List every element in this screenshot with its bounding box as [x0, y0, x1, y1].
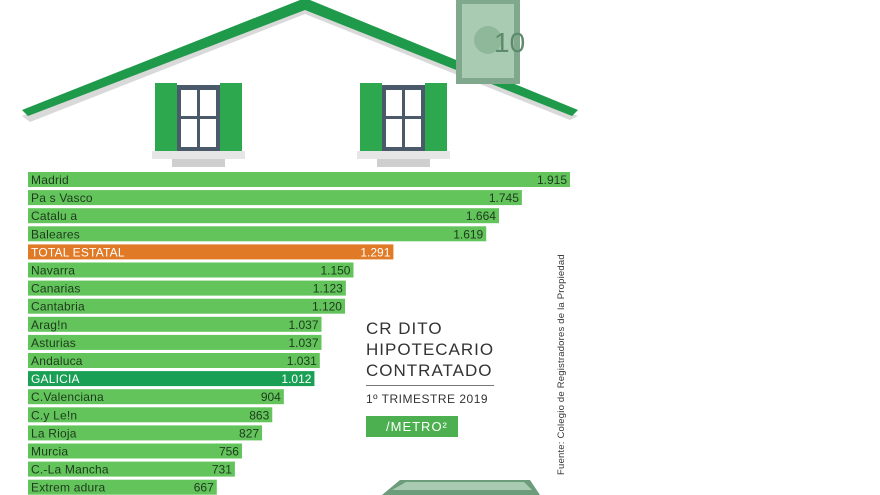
bar-5: [28, 262, 354, 278]
bar-17: [28, 479, 217, 495]
bar-12: [28, 389, 284, 405]
bar-value-6: 1.123: [313, 282, 343, 296]
bar-9: [28, 334, 322, 350]
window-left: [152, 83, 245, 167]
bar-label-5: Navarra: [31, 264, 75, 278]
bar-value-16: 731: [212, 463, 232, 477]
bar-value-8: 1.037: [288, 318, 318, 332]
banknote-stack-icon: [382, 480, 540, 495]
bar-value-10: 1.031: [287, 354, 317, 368]
bar-8: [28, 316, 322, 332]
bar-value-5: 1.150: [320, 264, 350, 278]
bar-label-9: Asturias: [31, 336, 76, 350]
bar-7: [28, 298, 345, 314]
bar-label-4: TOTAL ESTATAL: [31, 245, 125, 259]
bar-label-1: Pa s Vasco: [31, 191, 93, 205]
bar-10: [28, 353, 320, 368]
window-right: [357, 83, 450, 167]
bar-14: [28, 425, 263, 441]
bar-13: [28, 407, 273, 423]
bar-15: [28, 443, 242, 459]
bar-label-10: Andaluca: [31, 354, 83, 368]
bar-value-15: 756: [219, 445, 239, 459]
bar-label-11: GALICIA: [31, 372, 80, 386]
bar-value-13: 863: [249, 408, 269, 422]
legend-subtitle: 1º TRIMESTRE 2019: [366, 392, 489, 406]
bar-label-16: C.-La Mancha: [31, 463, 109, 477]
bar-4: [28, 244, 394, 260]
bar-1: [28, 190, 522, 206]
legend-box: CR DITO HIPOTECARIO CONTRATADO 1º TRIMES…: [366, 318, 502, 437]
bar-value-2: 1.664: [466, 209, 496, 223]
bar-label-17: Extrem adura: [31, 481, 106, 495]
bar-value-1: 1.745: [489, 191, 519, 205]
bar-value-0: 1.915: [537, 173, 567, 187]
bar-11: [28, 371, 315, 387]
bar-value-12: 904: [261, 390, 281, 404]
bar-6: [28, 280, 346, 296]
bar-3: [28, 226, 487, 242]
svg-text:10: 10: [494, 27, 525, 58]
legend-title: CR DITO HIPOTECARIO CONTRATADO: [366, 318, 494, 386]
bar-label-14: La Rioja: [31, 426, 77, 440]
bar-value-4: 1.291: [360, 245, 390, 259]
bar-label-6: Canarias: [31, 282, 81, 296]
bar-label-15: Murcia: [31, 445, 68, 459]
bar-label-7: Cantabria: [31, 300, 85, 314]
bar-16: [28, 461, 235, 477]
bar-value-11: 1.012: [281, 372, 311, 386]
bar-value-17: 667: [194, 481, 214, 495]
bar-label-12: C.Valenciana: [31, 390, 104, 404]
bar-value-7: 1.120: [312, 300, 342, 314]
bar-value-3: 1.619: [453, 227, 483, 241]
bar-2: [28, 208, 499, 224]
bar-0: [28, 172, 570, 187]
legend-unit-badge: /METRO²: [366, 416, 458, 437]
bar-label-0: Madrid: [31, 173, 69, 187]
bar-label-13: C.y Le!n: [31, 408, 77, 422]
bar-value-9: 1.037: [288, 336, 318, 350]
bar-label-8: Arag!n: [31, 318, 68, 332]
source-note: Fuente: Colegio de Registradores de la P…: [556, 254, 567, 475]
bar-label-3: Baleares: [31, 227, 80, 241]
bar-value-14: 827: [239, 426, 259, 440]
bar-label-2: Catalu a: [31, 209, 77, 223]
banknote-roll-icon: 10: [456, 0, 525, 84]
